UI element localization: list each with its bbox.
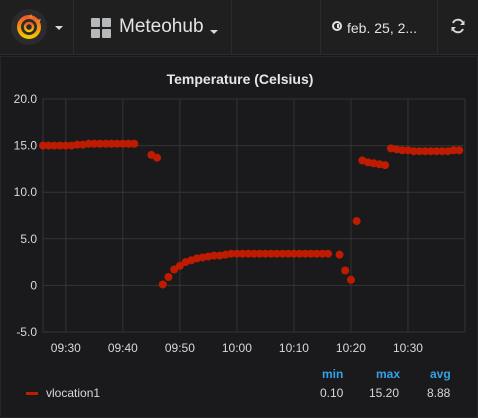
legend-value-avg: 8.88 — [427, 386, 451, 400]
data-point[interactable] — [295, 249, 304, 258]
dashboard-title: Meteohub — [119, 16, 204, 37]
data-point[interactable] — [158, 280, 167, 289]
data-point[interactable] — [130, 139, 139, 148]
legend-value-max: 15.20 — [369, 386, 400, 400]
data-point[interactable] — [39, 141, 47, 150]
data-point[interactable] — [318, 249, 327, 258]
x-tick-label: 10:00 — [222, 341, 252, 355]
chart-points — [39, 139, 464, 289]
y-tick-label: -5.0 — [16, 325, 37, 339]
data-point[interactable] — [341, 266, 350, 275]
data-point[interactable] — [153, 153, 162, 162]
legend-header-avg[interactable]: avg — [430, 367, 451, 381]
y-tick-label: 0 — [30, 278, 37, 292]
data-point[interactable] — [73, 140, 82, 149]
data-point[interactable] — [415, 147, 424, 156]
x-tick-label: 10:10 — [279, 341, 309, 355]
data-point[interactable] — [409, 147, 418, 156]
data-point[interactable] — [124, 139, 133, 148]
data-point[interactable] — [227, 249, 236, 258]
data-point[interactable] — [289, 249, 298, 258]
data-point[interactable] — [438, 147, 447, 156]
y-tick-label: 15.0 — [14, 139, 38, 153]
data-point[interactable] — [432, 147, 441, 156]
data-point[interactable] — [381, 161, 390, 170]
x-tick-label: 10:20 — [336, 341, 366, 355]
temperature-chart: 20.0 15.0 10.0 5.0 0 -5.0 09:30 09:40 09:50 10:00… — [14, 92, 466, 355]
chevron-down-icon — [210, 30, 218, 34]
data-point[interactable] — [250, 249, 258, 258]
data-point[interactable] — [398, 146, 407, 155]
chart-legend: vlocation1 min max avg 0.10 15.20 8.88 — [0, 362, 478, 418]
main-menu-button[interactable] — [0, 0, 74, 55]
data-point[interactable] — [312, 249, 321, 258]
data-point[interactable] — [272, 249, 281, 258]
data-point[interactable] — [84, 139, 93, 148]
data-point[interactable] — [61, 141, 70, 150]
data-point[interactable] — [324, 249, 333, 258]
data-point[interactable] — [455, 146, 464, 155]
y-tick-label: 10.0 — [14, 185, 38, 199]
data-point[interactable] — [107, 139, 116, 148]
data-point[interactable] — [284, 249, 293, 258]
data-point[interactable] — [335, 250, 344, 259]
graph-panel: Temperature (Celsius) — [0, 56, 478, 418]
data-point[interactable] — [56, 141, 65, 150]
data-point[interactable] — [96, 139, 105, 148]
data-point[interactable] — [307, 249, 316, 258]
data-point[interactable] — [301, 249, 310, 258]
time-range-picker[interactable]: feb. 25, 2... — [320, 0, 438, 55]
y-tick-label: 20.0 — [14, 92, 38, 106]
data-point[interactable] — [238, 249, 247, 258]
legend-series-swatch[interactable] — [26, 392, 38, 395]
data-point[interactable] — [164, 273, 173, 282]
time-range-label: feb. 25, 2... — [347, 20, 418, 36]
data-point[interactable] — [170, 265, 179, 274]
data-point[interactable] — [232, 249, 241, 258]
data-point[interactable] — [50, 141, 59, 150]
x-tick-label: 10:30 — [393, 341, 423, 355]
data-point[interactable] — [44, 141, 53, 150]
dashboard-picker[interactable]: Meteohub — [75, 0, 232, 55]
clock-icon — [332, 21, 342, 31]
data-point[interactable] — [244, 249, 253, 258]
panel-title[interactable]: Temperature (Celsius) — [166, 71, 314, 87]
data-point[interactable] — [90, 139, 99, 148]
data-point[interactable] — [421, 147, 430, 156]
data-point[interactable] — [210, 251, 219, 260]
data-point[interactable] — [449, 146, 458, 155]
refresh-icon[interactable] — [449, 18, 467, 36]
legend-series-name[interactable]: vlocation1 — [46, 386, 101, 400]
x-tick-label: 09:40 — [108, 341, 138, 355]
data-point[interactable] — [261, 249, 270, 258]
x-tick-label: 09:50 — [165, 341, 195, 355]
data-point[interactable] — [113, 139, 122, 148]
grafana-logo-icon — [11, 9, 47, 45]
legend-header-min[interactable]: min — [322, 367, 344, 381]
data-point[interactable] — [346, 275, 355, 284]
legend-value-min: 0.10 — [320, 386, 344, 400]
grid-icon — [91, 18, 111, 38]
data-point[interactable] — [175, 261, 184, 270]
data-point[interactable] — [118, 139, 127, 148]
data-point[interactable] — [267, 249, 276, 258]
legend-header-max[interactable]: max — [376, 367, 401, 381]
data-point[interactable] — [101, 139, 110, 148]
data-point[interactable] — [255, 249, 264, 258]
data-point[interactable] — [426, 147, 435, 156]
data-point[interactable] — [352, 217, 361, 226]
chevron-down-icon — [55, 26, 63, 30]
top-navbar: Meteohub feb. 25, 2... — [0, 0, 478, 55]
y-tick-label: 5.0 — [20, 232, 37, 246]
chart-grid — [42, 98, 466, 333]
data-point[interactable] — [278, 249, 287, 258]
x-tick-label: 09:30 — [51, 341, 81, 355]
chart-axes: 20.0 15.0 10.0 5.0 0 -5.0 09:30 09:40 09:50 10:00… — [14, 92, 424, 355]
